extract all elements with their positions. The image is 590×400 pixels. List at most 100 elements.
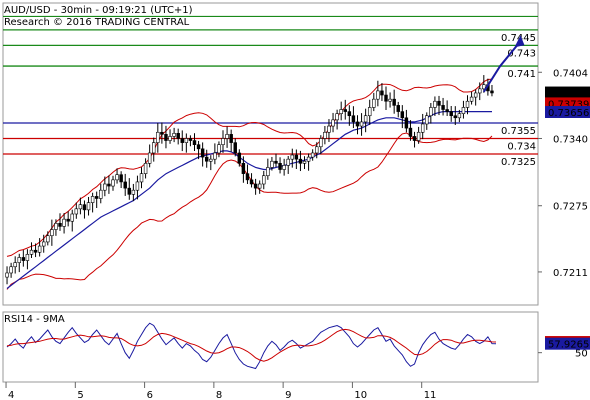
candle-body — [315, 146, 319, 154]
candle-body — [86, 202, 91, 211]
candle-body — [147, 152, 152, 164]
candle-body — [437, 100, 441, 106]
candle-body — [66, 218, 70, 222]
candle-body — [327, 125, 331, 133]
candle-body — [9, 266, 13, 274]
candle-body — [490, 90, 494, 94]
moving-average-line — [6, 111, 492, 289]
candle-body — [335, 113, 339, 121]
candle-body — [233, 142, 237, 154]
candle-body — [449, 111, 453, 117]
candle-body — [347, 111, 352, 117]
candle-body — [156, 131, 160, 143]
candle-body — [54, 223, 58, 230]
candle-body — [200, 148, 205, 158]
candle-body — [257, 183, 262, 189]
candle-body — [135, 181, 140, 191]
candle-body — [294, 154, 299, 160]
candle-body — [204, 156, 209, 162]
candle-body — [473, 92, 478, 98]
candle-body — [253, 183, 258, 189]
candle-body — [213, 152, 217, 160]
candle-body — [160, 131, 164, 135]
level-label: 0.743 — [507, 48, 536, 59]
price-axis: 0.7404 0.7340 0.7275 0.7211 — [538, 68, 588, 279]
price-tag-label: 0.73656 — [548, 108, 589, 119]
candle-body — [143, 163, 148, 174]
x-tick-label: 5 — [77, 390, 83, 400]
candle-body — [196, 144, 201, 150]
candle-body — [70, 213, 74, 222]
candle-body — [429, 107, 433, 117]
x-tick-label: 11 — [424, 390, 437, 400]
candle-body — [420, 123, 425, 133]
forecast-path — [482, 40, 522, 93]
candle-body — [396, 105, 400, 112]
chart-subtitle: Research © 2016 TRADING CENTRAL — [4, 17, 190, 28]
level-label: 0.7445 — [501, 33, 536, 44]
candle-body — [5, 272, 9, 278]
candle-body — [127, 187, 132, 195]
candle-body — [266, 167, 270, 177]
candle-body — [412, 136, 417, 141]
candle-body — [241, 163, 246, 174]
candle-body — [282, 165, 286, 170]
forecast-arrowhead — [514, 35, 525, 48]
candle-body — [425, 115, 429, 125]
candle-body — [123, 181, 127, 189]
candle-body — [58, 223, 62, 227]
x-tick-label: 4 — [8, 390, 14, 400]
candle-body — [355, 121, 360, 127]
candle-body — [319, 138, 323, 148]
candle-body — [13, 262, 17, 268]
candle-body — [278, 163, 282, 170]
candle-body — [184, 138, 189, 143]
candle-body — [372, 98, 376, 108]
candle-body — [21, 257, 26, 261]
candle-body — [225, 134, 229, 139]
candle-body — [90, 196, 95, 203]
y-tick-label: 0.7275 — [553, 202, 588, 213]
candle-body — [164, 134, 168, 141]
candle-body — [404, 117, 409, 129]
candle-body — [302, 160, 307, 164]
candle-body — [331, 119, 335, 127]
rsi-tick-label: 50 — [575, 349, 588, 360]
moving-average-path — [6, 111, 492, 289]
candle-body — [339, 109, 343, 114]
candle-body — [78, 204, 83, 210]
candle-body — [103, 183, 107, 191]
candle-body — [478, 88, 482, 94]
candle-body — [46, 235, 50, 243]
level-label: 0.734 — [507, 141, 536, 152]
candle-body — [392, 98, 396, 106]
candle-body — [99, 189, 103, 199]
level-label: 0.7355 — [501, 126, 536, 137]
candle-body — [50, 229, 54, 237]
candle-body — [180, 138, 184, 143]
candle-body — [441, 105, 445, 110]
bollinger-upper — [6, 78, 493, 257]
candle-body — [453, 115, 458, 119]
price-tag-label: 0.73844 — [548, 89, 589, 100]
rsi_ma-line — [6, 328, 497, 362]
candle-body — [469, 96, 474, 102]
support-resistance-levels: 0.7445 0.743 0.741 0.7355 0.734 0.7325 — [3, 15, 538, 168]
price-tag-box — [545, 106, 590, 118]
candle-body — [37, 245, 42, 253]
candle-body — [270, 160, 274, 168]
candle-body — [249, 179, 254, 185]
candle-body — [172, 133, 176, 137]
rsi-series: 5059.366457.9265 — [6, 322, 590, 370]
candle-body — [457, 113, 462, 119]
candle-body — [306, 156, 311, 162]
candle-body — [408, 127, 413, 137]
candle-body — [351, 115, 356, 123]
candle-body — [461, 107, 466, 114]
y-tick-label: 0.7404 — [553, 68, 588, 79]
candle-body — [290, 154, 295, 160]
y-tick-label: 0.7211 — [553, 268, 588, 279]
candle-body — [359, 121, 364, 127]
time-axis: 4 5 6 8 9 10 11 — [5, 382, 437, 400]
